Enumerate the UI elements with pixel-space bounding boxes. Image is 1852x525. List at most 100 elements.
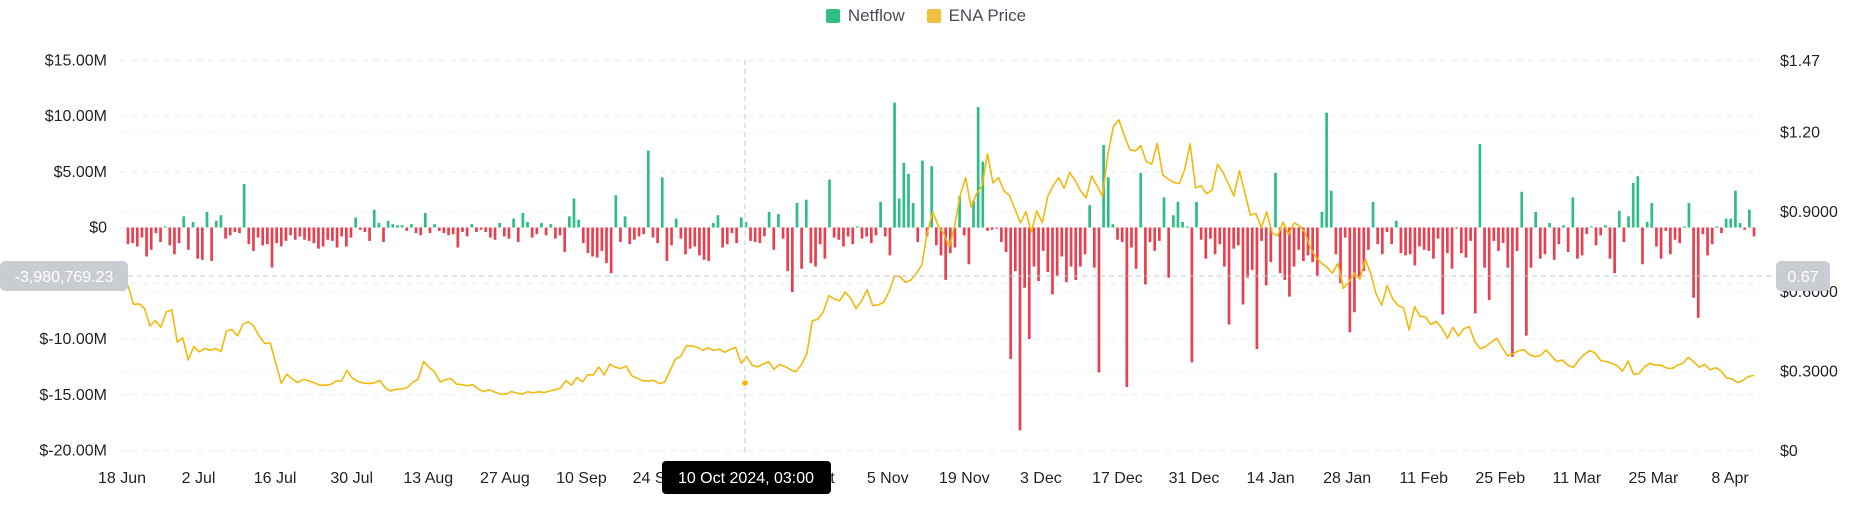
netflow-bar (558, 227, 562, 236)
netflow-bar (1167, 227, 1170, 278)
price-line (127, 119, 1755, 395)
netflow-bar (1687, 202, 1691, 228)
netflow-bar (1385, 227, 1389, 232)
x-axis: 18 Jun 2 Jul 16 Jul 30 Jul 13 Aug 27 Aug 10 Se… (98, 470, 1749, 487)
netflow-bar (591, 227, 594, 257)
netflow-bar (1051, 227, 1054, 295)
netflow-bar (1580, 227, 1584, 256)
netflow-bar (1199, 227, 1203, 240)
netflow-bar (1525, 227, 1528, 336)
netflow-bar (1032, 227, 1036, 267)
netflow-bar (1000, 227, 1003, 242)
netflow-bar (145, 227, 148, 257)
netflow-bar (1669, 227, 1672, 255)
netflow-bar (414, 227, 418, 234)
netflow-bar (1027, 227, 1031, 339)
netflow-bar (688, 227, 692, 249)
netflow-bar (437, 227, 441, 231)
netflow-bar (637, 227, 641, 237)
netflow-swatch (825, 9, 840, 23)
netflow-bar (1436, 227, 1440, 239)
legend-item-netflow[interactable]: Netflow (825, 6, 905, 26)
netflow-bar (1255, 227, 1259, 350)
netflow-bar (1218, 227, 1222, 245)
y-left-tick: $15.00M (45, 52, 107, 69)
netflow-bar (451, 227, 455, 235)
netflow-bar (851, 227, 855, 245)
netflow-bar (1018, 227, 1022, 431)
netflow-bar (1617, 210, 1621, 228)
netflow-bar (660, 177, 664, 228)
netflow-bar (1752, 227, 1756, 237)
netflow-bar (465, 227, 469, 237)
netflow-bar (1543, 227, 1547, 255)
netflow-bar (135, 227, 139, 247)
netflow-bar (702, 227, 706, 260)
netflow-bar (419, 227, 423, 236)
y-right-tick: $1.20 (1780, 125, 1820, 142)
x-tick: 10 Sep (556, 470, 607, 487)
netflow-bar (739, 217, 743, 228)
x-tick: 3 Dec (1020, 470, 1062, 487)
x-tick: 30 Jul (330, 470, 373, 487)
netflow-bar (512, 218, 515, 228)
netflow-bar (163, 226, 167, 228)
netflow-bar (456, 227, 460, 248)
netflow-bar (1004, 227, 1008, 253)
netflow-bar (609, 227, 613, 274)
netflow-bar (1343, 227, 1347, 238)
y-left-tick: $10.00M (45, 108, 107, 125)
netflow-bar (842, 227, 845, 247)
netflow-bar (270, 227, 274, 268)
netflow-bar (777, 214, 780, 228)
netflow-bar (1552, 227, 1556, 260)
netflow-bar (261, 227, 265, 246)
netflow-bar (646, 150, 650, 228)
netflow-bar (252, 227, 255, 251)
netflow-bar (981, 161, 985, 228)
y-right-tick: $0 (1780, 443, 1798, 460)
netflow-bar (930, 166, 934, 228)
netflow-bar (1292, 227, 1296, 267)
netflow-bar (1320, 211, 1324, 228)
netflow-bar (1325, 112, 1328, 228)
netflow-bar (358, 227, 362, 230)
netflow-bar (1329, 190, 1333, 228)
netflow-bar (684, 227, 687, 255)
netflow-bar (1116, 227, 1119, 240)
y-right-tick: $0.9000 (1780, 204, 1838, 221)
netflow-bar (433, 224, 436, 228)
netflow-bar (1571, 197, 1575, 228)
netflow-bar (600, 227, 604, 251)
netflow-bar (1041, 227, 1045, 251)
netflow-bar (298, 227, 302, 237)
netflow-bar (1548, 223, 1551, 228)
netflow-bar (1413, 227, 1417, 266)
netflow-bar (1590, 226, 1593, 228)
netflow-bar (1302, 227, 1305, 261)
netflow-bar (753, 227, 757, 242)
netflow-bar (386, 220, 390, 228)
netflow-bar (804, 199, 808, 228)
netflow-bar (962, 227, 966, 236)
netflow-bar (1390, 227, 1393, 245)
price-swatch (926, 9, 941, 23)
netflow-bar (809, 227, 813, 264)
netflow-bar (1710, 227, 1714, 245)
netflow-bar (1055, 227, 1059, 276)
netflow-bar (1223, 227, 1226, 267)
netflow-bar (1074, 227, 1078, 280)
netflow-bar (651, 227, 655, 238)
netflow-bar (224, 227, 227, 239)
legend-item-price[interactable]: ENA Price (926, 6, 1026, 26)
netflow-bar (567, 216, 571, 228)
netflow-bar (447, 227, 450, 236)
x-tick: 17 Dec (1092, 470, 1143, 487)
netflow-bar (1692, 227, 1695, 298)
netflow-bar (1092, 227, 1096, 268)
netflow-bar (1599, 227, 1603, 236)
netflow-bar (200, 227, 204, 260)
netflow-bar (1701, 227, 1705, 235)
netflow-bar (916, 227, 920, 242)
